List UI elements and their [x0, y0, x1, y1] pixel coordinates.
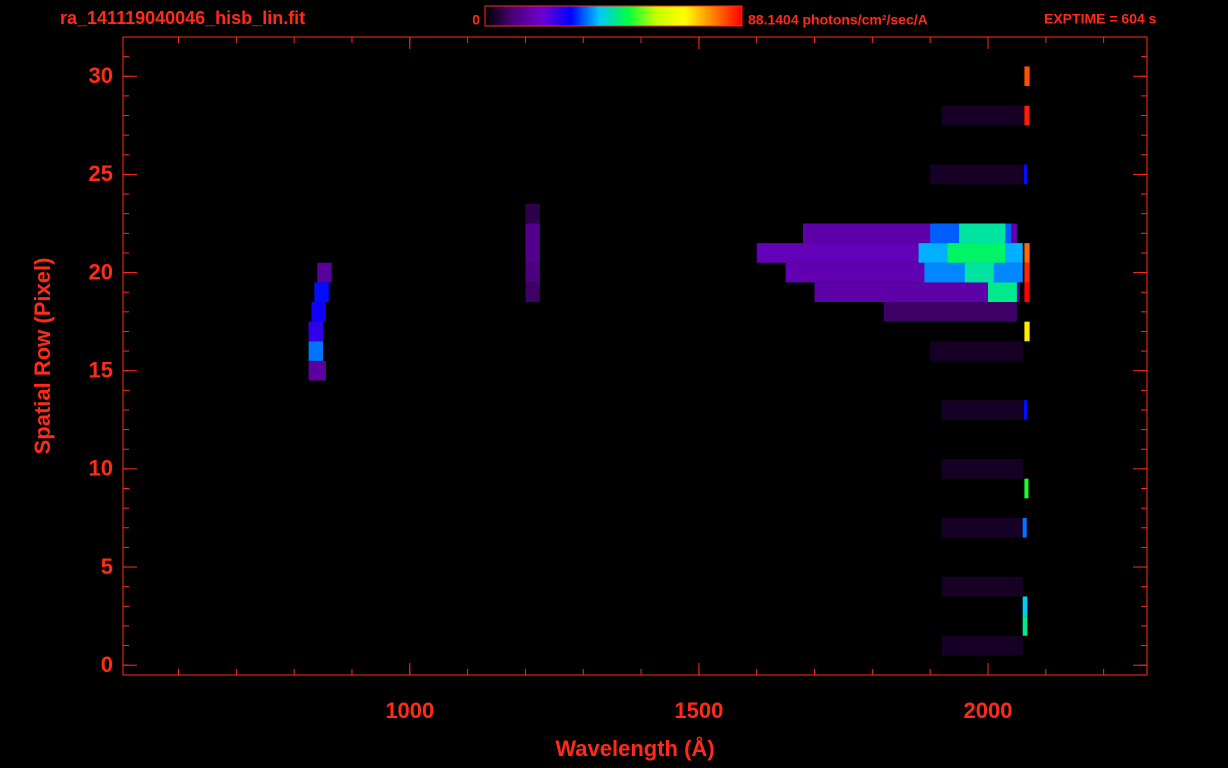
x-tick-label: 2000: [964, 698, 1013, 723]
image-cell: [1022, 517, 1027, 538]
colorbar-label: 0: [472, 12, 480, 28]
y-tick-label: 0: [101, 652, 113, 677]
image-cell: [1022, 616, 1028, 636]
image-cell: [1024, 262, 1030, 283]
image-cell: [1024, 321, 1030, 342]
y-tick-label: 10: [89, 456, 113, 481]
y-tick-label: 20: [89, 259, 113, 284]
image-cell: [814, 282, 1020, 303]
image-cell: [525, 243, 540, 263]
image-cell: [947, 243, 1006, 263]
image-cell: [525, 262, 540, 283]
image-cell: [1024, 105, 1030, 126]
image-cell: [964, 262, 994, 283]
y-tick-label: 25: [89, 161, 113, 186]
image-cell: [930, 164, 1023, 185]
image-cell: [1024, 66, 1030, 87]
image-cell: [308, 360, 326, 381]
image-cell: [311, 302, 326, 322]
image-cell: [1022, 596, 1028, 617]
image-cell: [525, 223, 540, 244]
image-cell: [525, 203, 540, 224]
y-axis-label: Spatial Row (Pixel): [30, 258, 55, 455]
colorbar: [484, 5, 743, 27]
image-cell: [308, 321, 324, 342]
chart-title: ra_141119040046_hisb_lin.fit: [60, 8, 305, 28]
image-cell: [987, 282, 1017, 303]
image-cell: [317, 262, 332, 283]
image-cell: [1024, 478, 1029, 499]
image-cell: [1023, 164, 1028, 185]
plot-frame: [122, 36, 1148, 676]
image-cell: [525, 282, 540, 303]
y-tick-label: 30: [89, 63, 113, 88]
x-tick-label: 1500: [674, 698, 723, 723]
image-cell: [941, 635, 1023, 656]
image-cell: [314, 282, 329, 303]
image-cell: [1024, 282, 1030, 303]
annotation: EXPTIME = 604 s: [1044, 11, 1157, 27]
image-cell: [308, 341, 324, 361]
x-tick-label: 1000: [385, 698, 434, 723]
y-tick-label: 15: [89, 358, 113, 383]
image-cell: [883, 302, 1017, 322]
image-cell: [1024, 243, 1030, 263]
y-tick-label: 5: [101, 554, 113, 579]
image-cell: [941, 576, 1023, 597]
image-cell: [941, 517, 1023, 538]
image-cell: [1023, 400, 1028, 420]
x-axis-label: Wavelength (Å): [555, 735, 714, 761]
image-cell: [941, 400, 1023, 420]
image-cell: [930, 341, 1023, 361]
image-cell: [941, 105, 1023, 126]
image-cell: [941, 459, 1023, 479]
colorbar-label: 88.1404 photons/cm²/sec/A: [748, 12, 928, 28]
image-cell: [959, 223, 1006, 244]
